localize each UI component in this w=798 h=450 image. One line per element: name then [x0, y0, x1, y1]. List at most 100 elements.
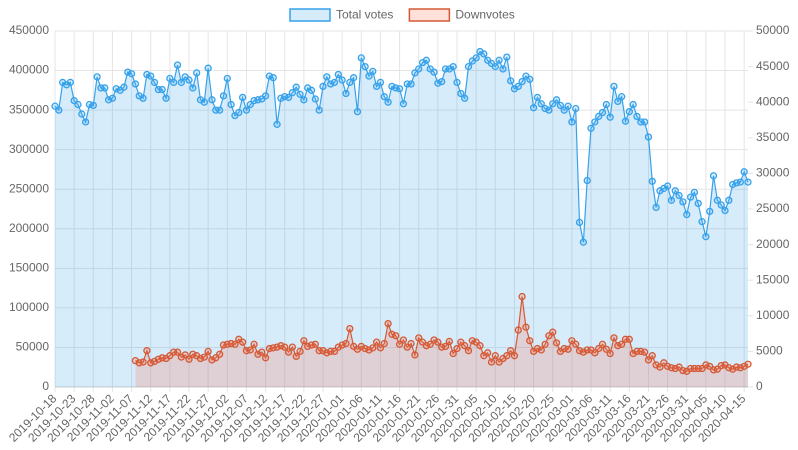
point	[526, 337, 534, 345]
point	[441, 342, 450, 351]
point	[200, 353, 208, 361]
point	[204, 347, 212, 356]
point	[93, 73, 101, 81]
point	[208, 96, 216, 104]
point	[311, 340, 320, 348]
point	[277, 342, 285, 350]
point	[518, 292, 526, 301]
point	[717, 201, 725, 209]
point	[392, 332, 400, 340]
y-tick-label: 0	[42, 379, 49, 393]
point	[591, 118, 599, 126]
point	[721, 206, 729, 215]
point	[461, 342, 469, 350]
point	[74, 100, 82, 109]
point	[457, 89, 465, 98]
series-area	[55, 51, 748, 387]
point	[514, 82, 522, 91]
point	[338, 341, 346, 349]
y2-tick-label: 20000	[756, 237, 790, 251]
point	[346, 78, 354, 87]
point	[491, 352, 499, 360]
point	[729, 180, 737, 189]
point	[372, 338, 381, 346]
y2-tick-label: 45000	[756, 59, 790, 73]
point	[292, 352, 300, 361]
point	[610, 334, 618, 342]
point	[686, 193, 695, 201]
point	[173, 348, 182, 356]
point	[629, 100, 637, 109]
point	[369, 67, 377, 75]
point	[552, 339, 561, 347]
point	[411, 351, 419, 359]
point	[683, 210, 691, 219]
point	[139, 94, 147, 102]
point	[185, 355, 193, 363]
point	[384, 319, 392, 328]
legend-swatch	[408, 8, 451, 22]
point	[185, 76, 193, 84]
point	[744, 360, 752, 368]
point	[170, 78, 178, 87]
point	[147, 72, 155, 80]
y2-tick-label: 30000	[756, 166, 790, 180]
point	[407, 80, 415, 88]
point	[575, 218, 584, 227]
point	[709, 172, 718, 180]
point	[127, 70, 136, 78]
point	[55, 106, 63, 114]
point	[510, 352, 519, 360]
point	[323, 349, 331, 357]
point	[725, 196, 733, 204]
point	[384, 98, 392, 106]
point	[177, 78, 185, 87]
point	[131, 80, 140, 88]
y-tick-label: 200000	[9, 221, 49, 235]
point	[625, 108, 633, 116]
y-tick-label: 250000	[9, 181, 49, 195]
y2-tick-label: 10000	[756, 308, 790, 322]
y-tick-label: 400000	[9, 63, 49, 77]
point	[327, 80, 335, 88]
point	[422, 56, 431, 64]
point	[66, 78, 74, 87]
point	[284, 348, 293, 356]
y-tick-label: 50000	[16, 340, 50, 354]
point	[357, 54, 365, 62]
point	[101, 84, 109, 92]
point	[572, 104, 580, 113]
point	[598, 108, 607, 117]
point	[215, 350, 224, 358]
point	[338, 76, 346, 84]
legend-label: Total votes	[336, 8, 393, 22]
point	[143, 70, 151, 79]
y2-tick-label: 15000	[756, 272, 790, 286]
point	[545, 106, 553, 114]
point	[284, 93, 293, 102]
point	[499, 65, 507, 73]
y2-tick-label: 25000	[756, 201, 790, 215]
point	[598, 340, 607, 348]
point	[235, 108, 243, 117]
point	[112, 85, 120, 93]
point	[300, 337, 308, 345]
point	[625, 335, 633, 343]
legend-label: Downvotes	[455, 8, 514, 22]
point	[640, 348, 649, 356]
point	[434, 79, 442, 87]
point	[464, 62, 473, 71]
point	[415, 65, 423, 73]
point	[618, 340, 626, 348]
point	[663, 182, 672, 190]
point	[453, 344, 461, 353]
point	[349, 74, 358, 82]
point	[334, 70, 342, 79]
point	[261, 92, 270, 100]
point	[445, 337, 454, 346]
point	[736, 364, 744, 372]
point	[698, 218, 706, 226]
point	[227, 100, 235, 109]
y2-tick-label: 35000	[756, 130, 790, 144]
